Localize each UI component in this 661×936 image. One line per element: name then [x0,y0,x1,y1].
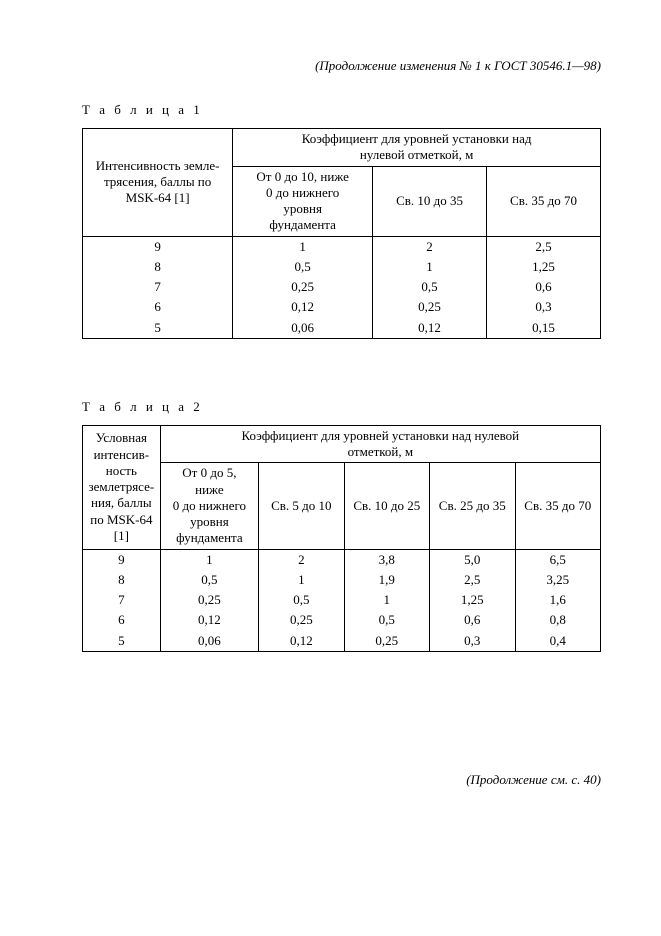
t2-cell: 0,06 [160,631,258,652]
t2-cell: 2,5 [430,570,515,590]
t1-cell: 2 [373,236,487,257]
t2-cell: 0,25 [344,631,429,652]
t2-cell: 3,25 [515,570,601,590]
t1-row: 80,511,25 [83,257,601,277]
t2-col-header: Св. 25 до 35 [430,463,515,549]
t1-cell: 0,06 [233,318,373,339]
t2-col-header: Св. 5 до 10 [259,463,344,549]
t1-cell: 0,12 [373,318,487,339]
t2-col-header: Св. 35 до 70 [515,463,601,549]
t1-col-header: Св. 10 до 35 [373,166,487,236]
table2-col-group-header: Коэффициент для уровней установки над ну… [160,425,600,463]
t1-row: 70,250,50,6 [83,277,601,297]
t1-cell: 0,12 [233,297,373,317]
table1-col-group-header: Коэффициент для уровней установки наднул… [233,129,601,167]
t1-row: 60,120,250,3 [83,297,601,317]
table1: Интенсивность земле-трясения, баллы поMS… [82,128,601,339]
t2-cell: 0,5 [259,590,344,610]
t2-cell: 3,8 [344,549,429,570]
t2-cell: 5,0 [430,549,515,570]
t2-cell: 5 [83,631,161,652]
t2-cell: 9 [83,549,161,570]
table1-row-header: Интенсивность земле-трясения, баллы поMS… [83,129,233,237]
t2-cell: 0,12 [160,610,258,630]
t1-cell: 0,6 [487,277,601,297]
t1-col-header: От 0 до 10, ниже0 до нижнегоуровняфундам… [233,166,373,236]
t2-col-header: Св. 10 до 25 [344,463,429,549]
t2-cell: 0,5 [344,610,429,630]
t2-cell: 6 [83,610,161,630]
t2-cell: 0,8 [515,610,601,630]
footer-continuation-ref: (Продолжение см. с. 40) [82,772,601,788]
t1-cell: 1 [373,257,487,277]
t1-cell: 5 [83,318,233,339]
t1-cell: 0,25 [233,277,373,297]
t2-row: 80,511,92,53,25 [83,570,601,590]
t1-cell: 8 [83,257,233,277]
t2-cell: 2 [259,549,344,570]
t2-cell: 1,25 [430,590,515,610]
t2-cell: 0,5 [160,570,258,590]
t1-cell: 0,5 [373,277,487,297]
t2-cell: 1 [344,590,429,610]
t1-cell: 0,5 [233,257,373,277]
table1-caption: Т а б л и ц а 1 [82,102,601,118]
t1-cell: 2,5 [487,236,601,257]
t1-cell: 0,3 [487,297,601,317]
t1-cell: 0,25 [373,297,487,317]
table2: Условнаяинтенсив-ностьземлетрясе-ния, ба… [82,425,601,652]
t1-row: 9122,5 [83,236,601,257]
t2-cell: 1,9 [344,570,429,590]
t2-cell: 0,3 [430,631,515,652]
t1-cell: 6 [83,297,233,317]
t1-cell: 0,15 [487,318,601,339]
t2-cell: 6,5 [515,549,601,570]
t1-cell: 1,25 [487,257,601,277]
t1-cell: 1 [233,236,373,257]
table2-row-header: Условнаяинтенсив-ностьземлетрясе-ния, ба… [83,425,161,549]
t2-cell: 0,12 [259,631,344,652]
t1-cell: 7 [83,277,233,297]
t1-cell: 9 [83,236,233,257]
t1-col-header: Св. 35 до 70 [487,166,601,236]
t2-row: 50,060,120,250,30,4 [83,631,601,652]
t2-row: 9123,85,06,5 [83,549,601,570]
t2-cell: 0,25 [160,590,258,610]
t2-cell: 0,4 [515,631,601,652]
t2-cell: 0,6 [430,610,515,630]
t1-row: 50,060,120,15 [83,318,601,339]
t2-cell: 1 [160,549,258,570]
t2-cell: 1,6 [515,590,601,610]
table2-caption: Т а б л и ц а 2 [82,399,601,415]
t2-cell: 0,25 [259,610,344,630]
t2-row: 60,120,250,50,60,8 [83,610,601,630]
t2-col-header: От 0 до 5,ниже0 до нижнегоуровняфундамен… [160,463,258,549]
t2-cell: 7 [83,590,161,610]
t2-row: 70,250,511,251,6 [83,590,601,610]
t2-cell: 8 [83,570,161,590]
header-continuation-ref: (Продолжение изменения № 1 к ГОСТ 30546.… [82,58,601,74]
t2-cell: 1 [259,570,344,590]
